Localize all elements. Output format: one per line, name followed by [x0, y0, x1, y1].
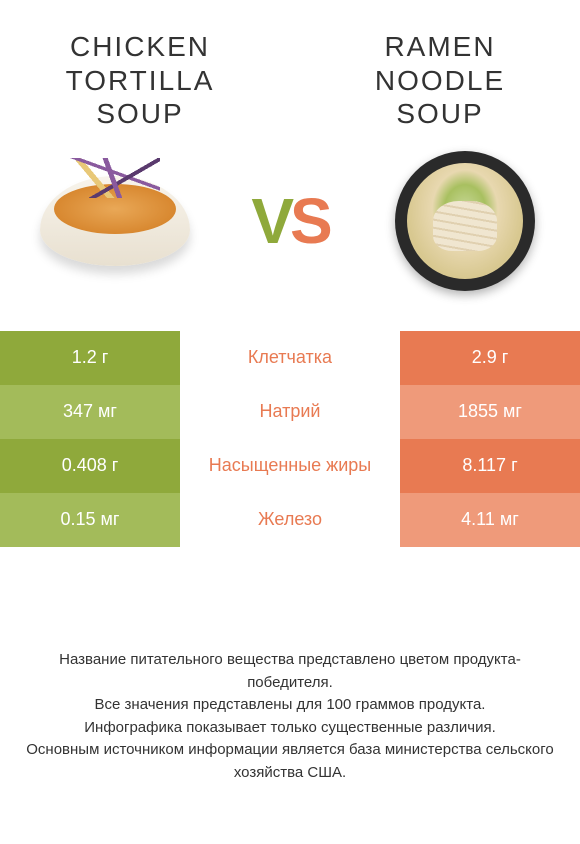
vs-s: S: [290, 185, 329, 257]
nutrient-label: Насыщенные жиры: [180, 439, 400, 493]
left-product-image: [30, 151, 200, 291]
footer-notes: Название питательного вещества представл…: [20, 649, 560, 784]
left-product-title: CHICKEN TORTILLA SOUP: [40, 30, 240, 131]
footer-line: Название питательного вещества представл…: [20, 649, 560, 694]
right-value: 8.117 г: [400, 439, 580, 493]
left-value: 0.408 г: [0, 439, 180, 493]
footer-line: Все значения представлены для 100 граммо…: [20, 694, 560, 717]
nutrient-label: Натрий: [180, 385, 400, 439]
table-row: 1.2 г Клетчатка 2.9 г: [0, 331, 580, 385]
left-value: 1.2 г: [0, 331, 180, 385]
right-product-title: RAMEN NOODLE SOUP: [340, 30, 540, 131]
vs-v: V: [251, 185, 290, 257]
right-value: 2.9 г: [400, 331, 580, 385]
footer-line: Инфографика показывает только существенн…: [20, 717, 560, 740]
table-row: 0.408 г Насыщенные жиры 8.117 г: [0, 439, 580, 493]
table-row: 347 мг Натрий 1855 мг: [0, 385, 580, 439]
footer-line: Основным источником информации является …: [20, 739, 560, 784]
right-value: 1855 мг: [400, 385, 580, 439]
comparison-table: 1.2 г Клетчатка 2.9 г 347 мг Натрий 1855…: [0, 331, 580, 547]
vs-label: VS: [251, 184, 328, 258]
nutrient-label: Железо: [180, 493, 400, 547]
ramen-soup-icon: [395, 151, 535, 291]
nutrient-label: Клетчатка: [180, 331, 400, 385]
tortilla-soup-icon: [40, 176, 190, 266]
table-row: 0.15 мг Железо 4.11 мг: [0, 493, 580, 547]
right-product-image: [380, 151, 550, 291]
images-row: VS: [0, 141, 580, 311]
right-value: 4.11 мг: [400, 493, 580, 547]
left-value: 0.15 мг: [0, 493, 180, 547]
left-value: 347 мг: [0, 385, 180, 439]
